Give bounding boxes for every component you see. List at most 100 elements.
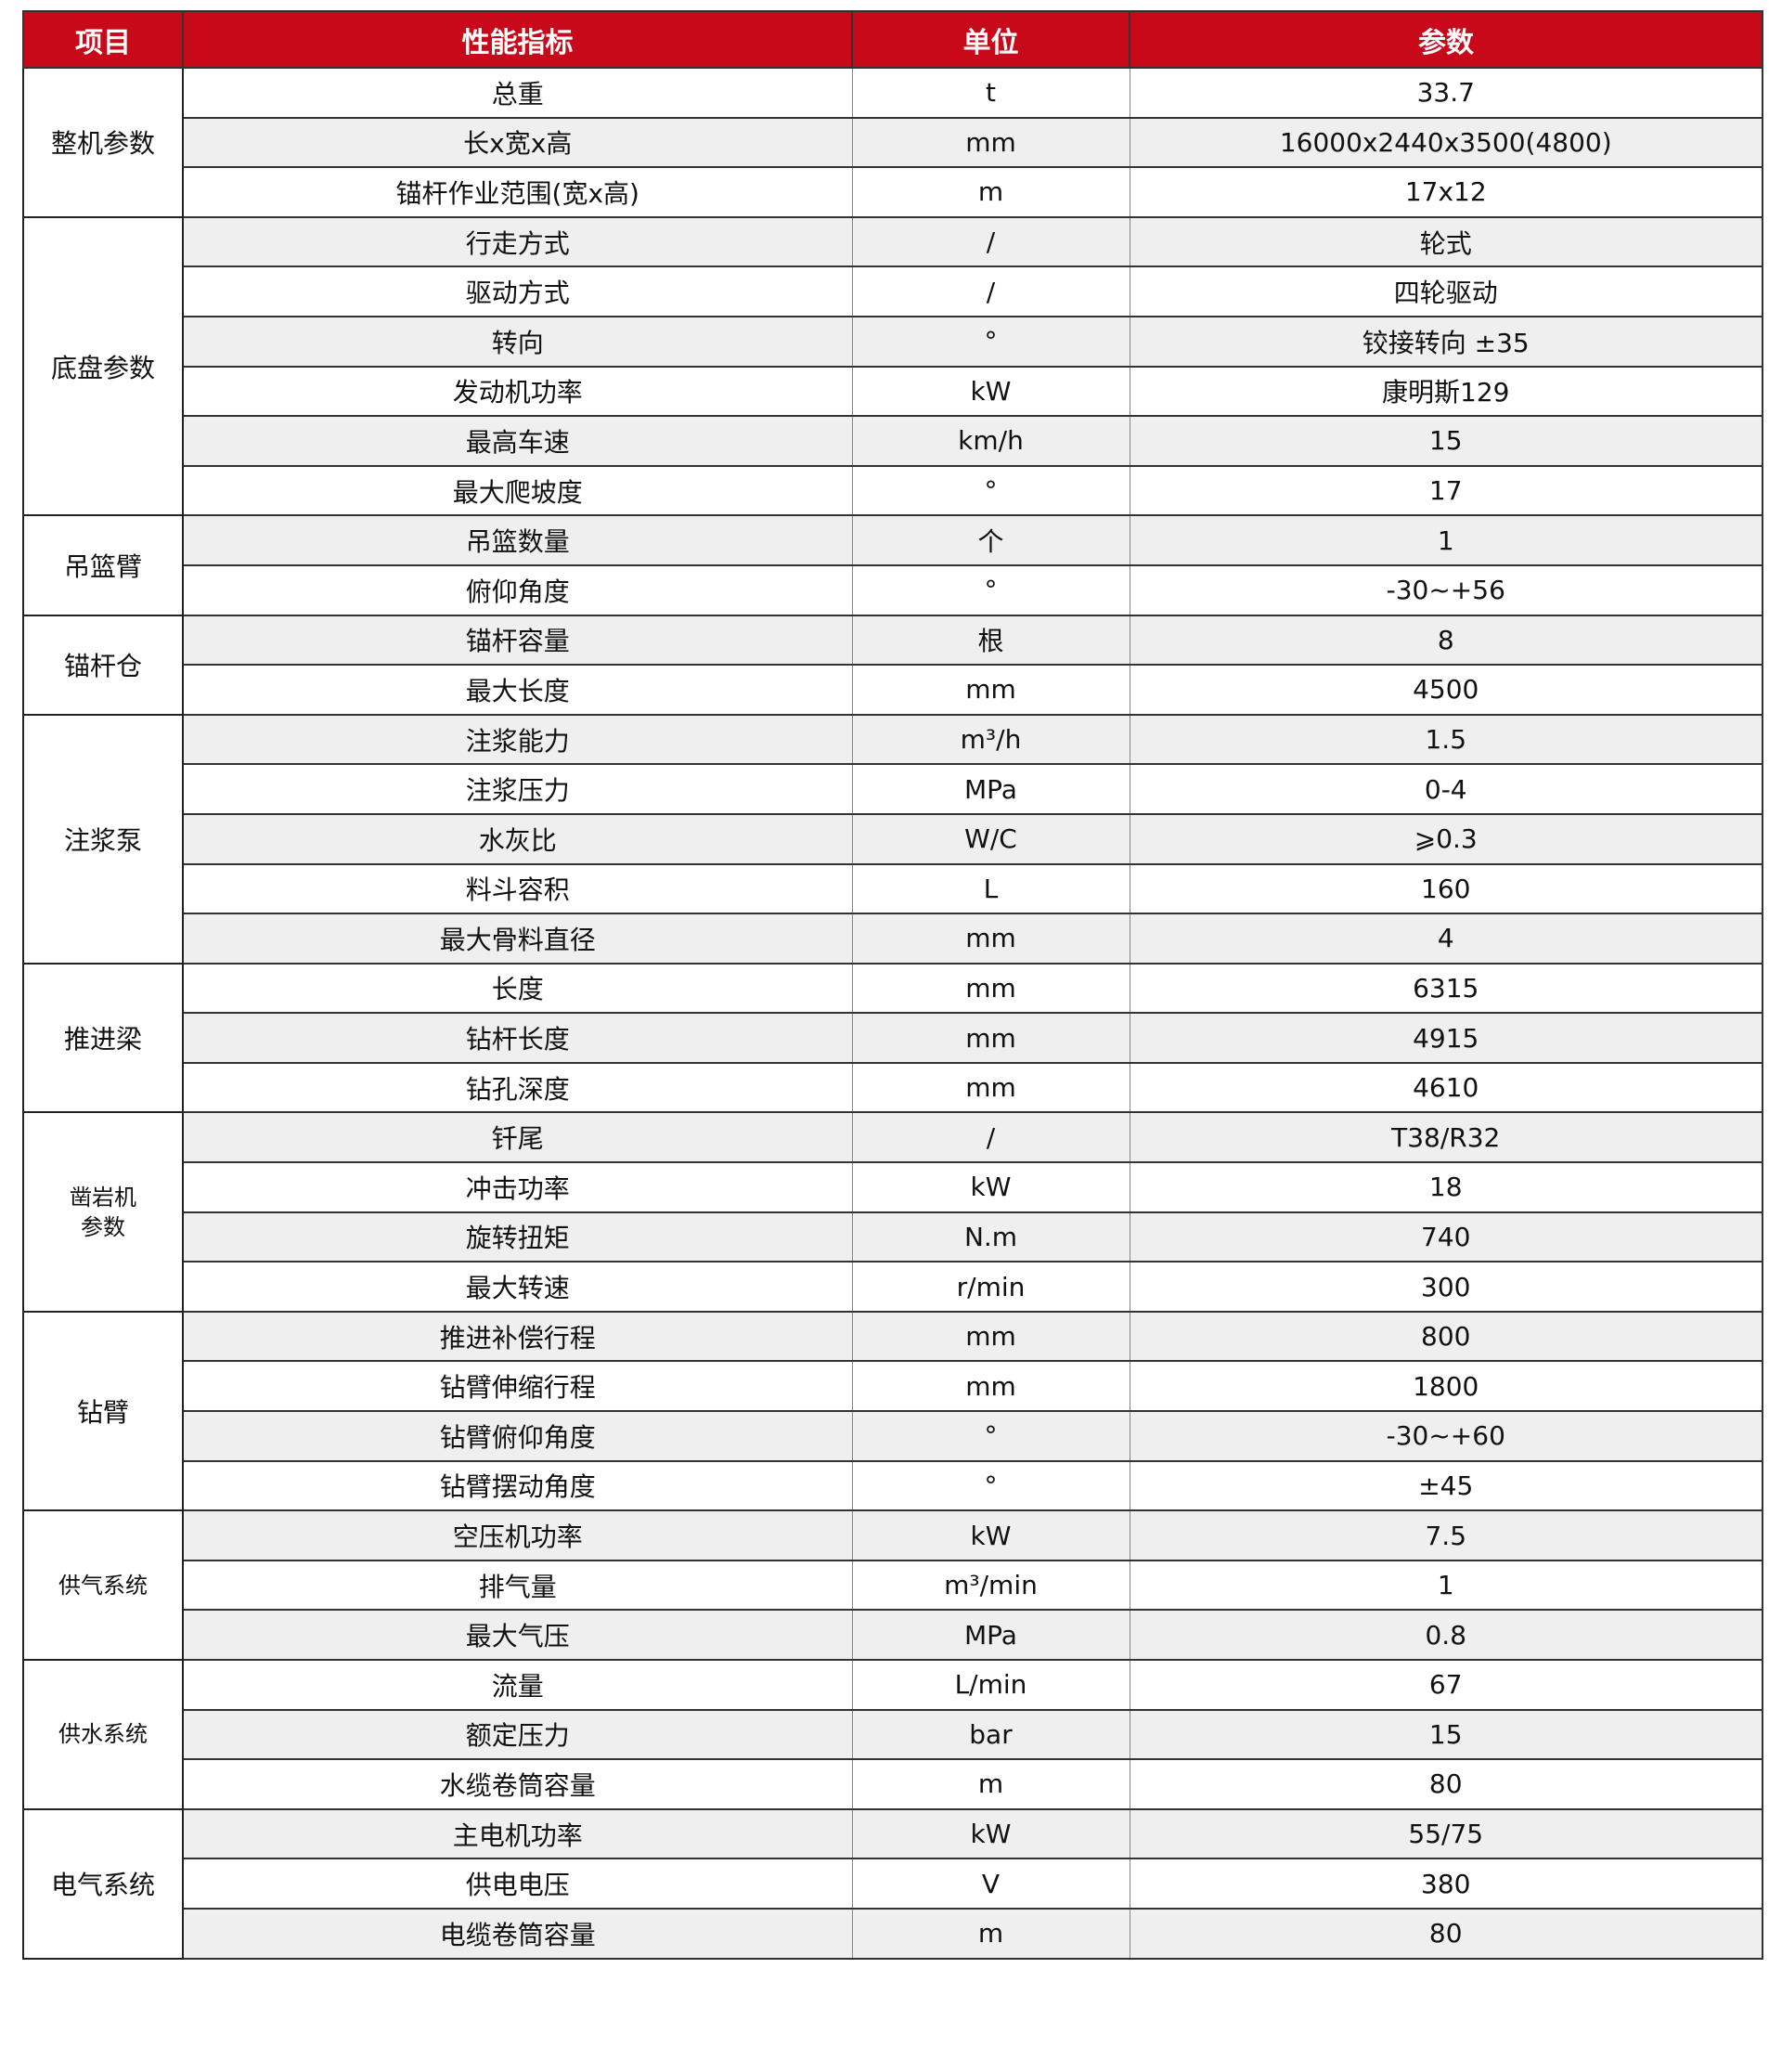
unit-cell: °	[851, 563, 1130, 616]
value-cell: 16000x2440x3500(4800)	[1129, 116, 1763, 169]
table-row: 钻臂俯仰角度 ° -30~+60	[23, 1410, 1763, 1462]
table-row: 凿岩机 参数 钎尾 / T38/R32	[22, 1111, 1763, 1313]
table-row: 驱动方式 / 四轮驱动	[23, 265, 1763, 317]
table-row: 最大转速 r/min 300	[23, 1261, 1763, 1313]
value-cell: 33.7	[1129, 67, 1763, 119]
indicator-cell: 最大气压	[182, 1609, 853, 1661]
table-row: 钻臂 推进补偿行程 mm 800	[22, 1310, 1763, 1512]
group-label: 底盘参数	[22, 215, 184, 517]
indicator-cell: 行走方式	[182, 215, 853, 268]
indicator-cell: 水灰比	[182, 812, 853, 865]
group-label: 整机参数	[22, 67, 184, 218]
indicator-cell: 发动机功率	[182, 365, 853, 418]
table-row: 发动机功率 kW 康明斯129	[23, 365, 1763, 418]
value-cell: 1	[1129, 514, 1763, 566]
table-row: 排气量 m³/min 1	[23, 1559, 1763, 1612]
group-label: 锚杆仓	[22, 614, 184, 716]
unit-cell: kW	[851, 365, 1130, 418]
value-cell: T38/R32	[1129, 1111, 1763, 1164]
value-cell: 17x12	[1129, 166, 1763, 218]
unit-cell: mm	[851, 1360, 1130, 1413]
table-row: 冲击功率 kW 18	[23, 1161, 1763, 1213]
table-row: 钻杆长度 mm 4915	[23, 1012, 1763, 1064]
value-cell: 800	[1129, 1310, 1763, 1363]
value-cell: 300	[1129, 1261, 1763, 1313]
value-cell: -30~+60	[1129, 1410, 1763, 1462]
unit-cell: m³/min	[851, 1559, 1130, 1612]
table-row: 吊篮臂 吊篮数量个 1	[22, 514, 1763, 616]
value-cell: 740	[1129, 1211, 1763, 1263]
table-row: 供水系统 流量 L/min 67	[22, 1659, 1763, 1810]
value-cell: 67	[1129, 1659, 1763, 1711]
indicator-cell: 最大骨料直径	[182, 913, 853, 965]
table-row: 料斗容积 L 160	[23, 862, 1763, 915]
indicator-cell: 额定压力	[182, 1708, 853, 1761]
indicator-cell: 锚杆作业范围(宽x高)	[182, 166, 853, 218]
indicator-cell: 钻杆长度	[182, 1012, 853, 1064]
value-cell: 80	[1129, 1907, 1763, 1960]
value-cell: 1	[1129, 1559, 1763, 1612]
group-label: 供水系统	[22, 1659, 184, 1810]
unit-cell: /	[851, 265, 1130, 317]
header-unit: 单位	[851, 10, 1130, 69]
unit-cell: t	[851, 67, 1130, 119]
table-row: 额定压力 bar 15	[23, 1708, 1763, 1761]
indicator-cell: 锚杆容量	[182, 614, 853, 667]
group-label: 注浆泵	[22, 713, 184, 965]
value-cell: 160	[1129, 862, 1763, 915]
indicator-cell: 钻臂俯仰角度	[182, 1410, 853, 1462]
table-row: 俯仰角度 ° -30~+56	[23, 563, 1763, 616]
group-label: 推进梁	[22, 962, 184, 1114]
unit-cell: MPa	[851, 763, 1130, 815]
indicator-cell: 注浆能力	[182, 713, 853, 766]
group-label: 供气系统	[22, 1509, 184, 1661]
group-label: 电气系统	[22, 1807, 184, 1960]
unit-cell: /	[851, 1111, 1130, 1164]
value-cell: -30~+56	[1129, 563, 1763, 616]
value-cell: 四轮驱动	[1129, 265, 1763, 317]
unit-cell: MPa	[851, 1609, 1130, 1661]
table-row: 钻臂伸缩行程 mm 1800	[23, 1360, 1763, 1413]
table-row: 注浆压力 MPa 0-4	[23, 763, 1763, 815]
value-cell: 8	[1129, 614, 1763, 667]
unit-cell: °	[851, 315, 1130, 368]
table-row: 旋转扭矩 N.m 740	[23, 1211, 1763, 1263]
unit-cell: km/h	[851, 415, 1130, 467]
indicator-cell: 钻臂伸缩行程	[182, 1360, 853, 1413]
value-cell: 0.8	[1129, 1609, 1763, 1661]
table-row: 钻臂摆动角度 ° ±45	[23, 1459, 1763, 1512]
value-cell: 15	[1129, 415, 1763, 467]
value-cell: 轮式	[1129, 215, 1763, 268]
value-cell: 6315	[1129, 962, 1763, 1015]
value-cell: 0-4	[1129, 763, 1763, 815]
indicator-cell: 电缆卷筒容量	[182, 1907, 853, 1960]
value-cell: 80	[1129, 1758, 1763, 1810]
value-cell: 铰接转向 ±35	[1129, 315, 1763, 368]
table-row: 锚杆仓 锚杆容量根 8	[22, 614, 1763, 716]
table-row: 钻孔深度 mm 4610	[23, 1061, 1763, 1114]
unit-cell: kW	[851, 1161, 1130, 1213]
indicator-cell: 冲击功率	[182, 1161, 853, 1213]
unit-cell: 个	[851, 514, 1130, 566]
value-cell: 4	[1129, 913, 1763, 965]
unit-cell: N.m	[851, 1211, 1130, 1263]
indicator-cell: 最大长度	[182, 664, 853, 716]
group-label: 吊篮臂	[22, 514, 184, 616]
table-row: 注浆泵 注浆能力 m³/h 1.5	[22, 713, 1763, 965]
spec-table: 项目 性能指标 单位 参数 整机参数 总重 t 33.7 长x宽x高 mm 16000x24…	[22, 10, 1763, 1960]
table-row: 供电电压 V 380	[23, 1858, 1763, 1910]
unit-cell: °	[851, 1410, 1130, 1462]
unit-cell: mm	[851, 1310, 1130, 1363]
indicator-cell: 转向	[182, 315, 853, 368]
table-row: 最高车速 km/h 15	[23, 415, 1763, 467]
table-row: 整机参数 总重 t 33.7	[22, 67, 1763, 218]
table-row: 锚杆作业范围(宽x高) m 17x12	[23, 166, 1763, 218]
table-row: 电缆卷筒容量 m 80	[23, 1907, 1763, 1960]
unit-cell: °	[851, 464, 1130, 517]
unit-cell: L/min	[851, 1659, 1130, 1711]
group-label: 钻臂	[22, 1310, 184, 1512]
unit-cell: bar	[851, 1708, 1130, 1761]
group-label: 凿岩机 参数	[22, 1111, 184, 1313]
indicator-cell: 空压机功率	[182, 1509, 853, 1561]
value-cell: 380	[1129, 1858, 1763, 1910]
